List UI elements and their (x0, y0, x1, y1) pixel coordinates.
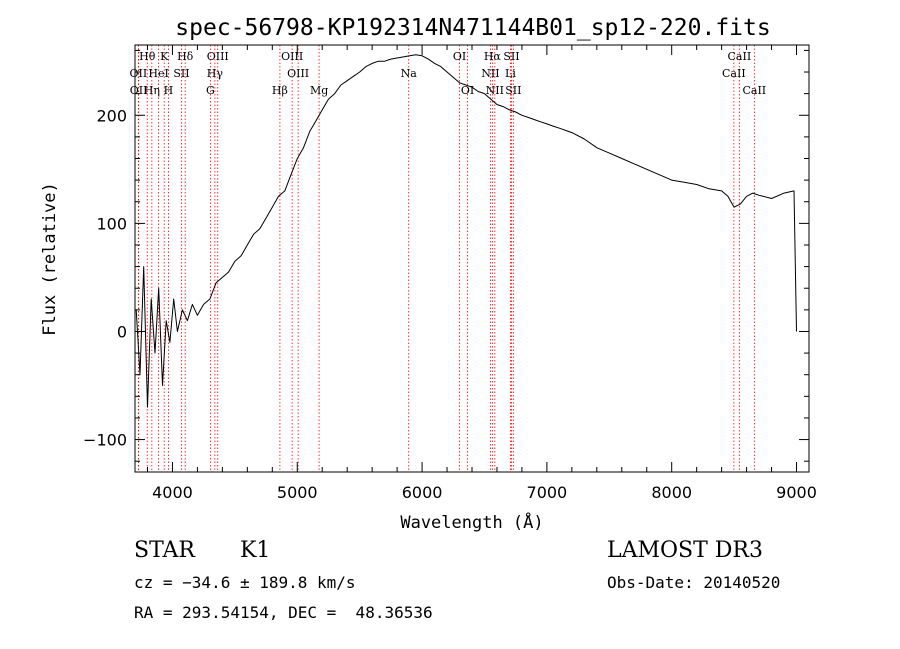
x-axis: 4000 5000 6000 7000 8000 9000 (146, 45, 817, 502)
line-label: K (160, 50, 169, 63)
x-tick-label: 8000 (651, 483, 692, 502)
coordinates-text: RA = 293.54154, DEC = 48.36536 (134, 603, 433, 622)
obs-date-text: Obs-Date: 20140520 (607, 573, 781, 592)
line-label: SII (505, 84, 521, 97)
x-tick-label: 7000 (527, 483, 568, 502)
line-label: Hγ (207, 67, 224, 80)
y-tick-label: 100 (96, 214, 127, 233)
line-label: Li (505, 67, 516, 80)
y-tick-label: 200 (96, 106, 127, 125)
line-label: Hθ (139, 50, 156, 63)
line-label: Na (401, 67, 418, 80)
velocity-text: cz = −34.6 ± 189.8 km/s (134, 573, 356, 592)
chart-title: spec-56798-KP192314N471144B01_sp12-220.f… (175, 15, 770, 41)
line-label: SII (503, 50, 519, 63)
y-tick-label: 0 (117, 322, 127, 341)
line-label: OIII (287, 67, 309, 80)
x-tick-label: 9000 (776, 483, 817, 502)
line-label: NII (481, 67, 499, 80)
plot-frame (134, 44, 810, 473)
line-label: Hη (144, 84, 160, 97)
line-label: SII (173, 67, 189, 80)
x-tick-label: 5000 (277, 483, 318, 502)
line-label: OIII (281, 50, 303, 63)
line-label: G (206, 84, 215, 97)
line-label: OIII (207, 50, 229, 63)
emission-lines (137, 45, 755, 472)
line-label: CaII (722, 67, 746, 80)
line-label: CaII (728, 50, 752, 63)
survey-name: LAMOST DR3 (607, 538, 763, 563)
line-label: OII (130, 67, 148, 80)
line-label: H (164, 84, 174, 97)
line-label: OII (130, 84, 148, 97)
x-axis-label: Wavelength (Å) (400, 511, 543, 533)
line-label: Hβ (272, 84, 288, 97)
x-tick-label: 4000 (152, 483, 193, 502)
x-tick-label: 6000 (402, 483, 443, 502)
y-axis-label: Flux (relative) (40, 182, 60, 336)
spectrum-series (135, 54, 797, 408)
object-class: STAR (134, 538, 195, 563)
line-label: Hα (484, 50, 502, 63)
line-label: OI (453, 50, 466, 63)
y-axis: −100 0 100 200 (83, 49, 809, 462)
y-tick-label: −100 (83, 431, 127, 450)
line-label: NII (486, 84, 504, 97)
line-label: HeI (148, 67, 168, 80)
line-label: CaII (742, 84, 766, 97)
line-label: Mg (310, 84, 328, 97)
spectrum-line (135, 54, 797, 408)
line-label: Hδ (177, 50, 194, 63)
object-subclass: K1 (240, 538, 271, 563)
